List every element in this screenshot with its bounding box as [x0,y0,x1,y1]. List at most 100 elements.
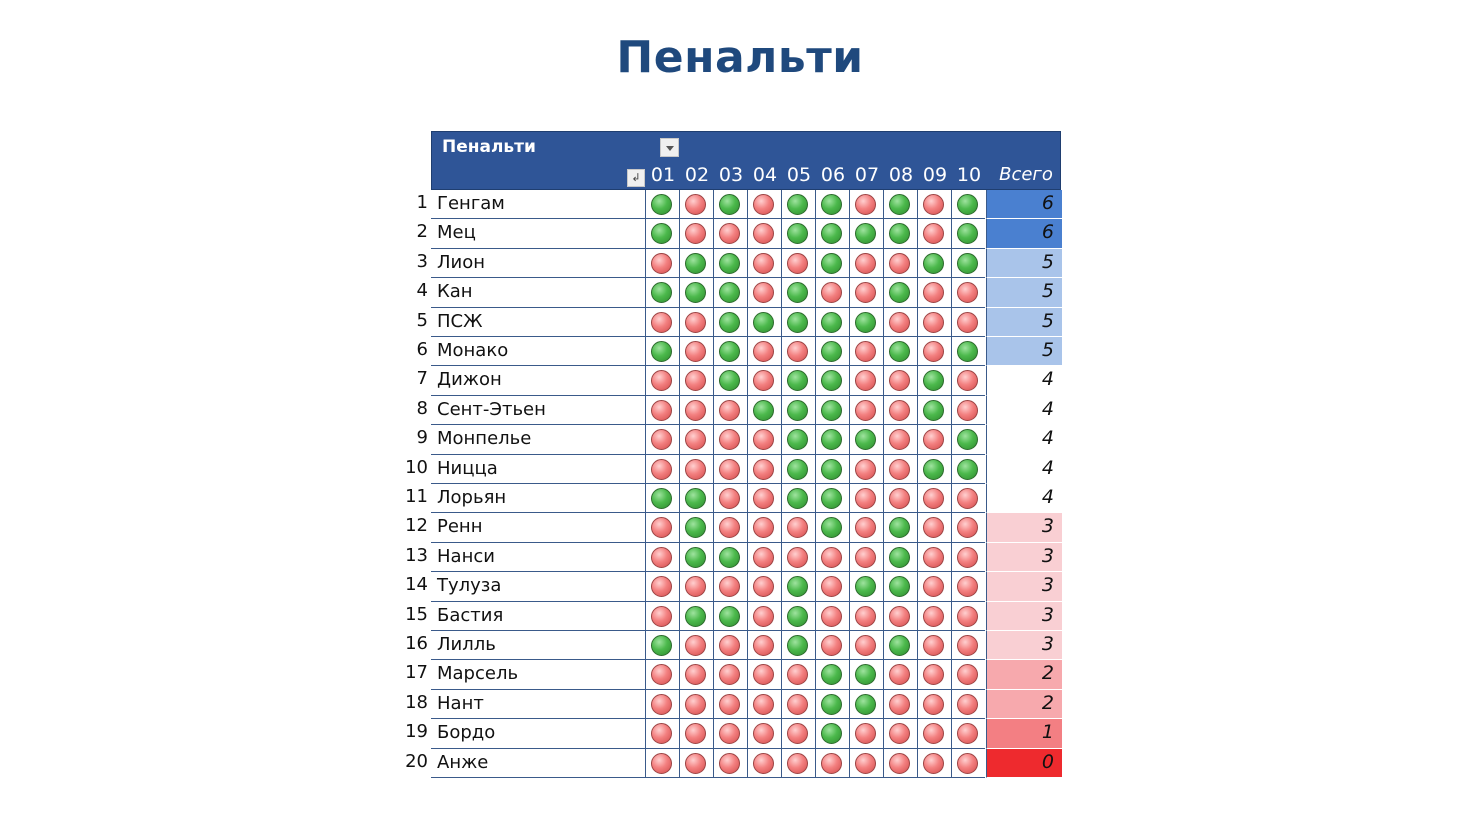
table-row: 20 Анже 0 [400,748,1062,778]
penalty-cell [713,748,747,778]
green-circle-icon [651,194,672,215]
green-circle-icon [719,370,740,392]
green-circle-icon [889,517,910,539]
green-circle-icon [787,194,808,215]
penalty-cell [917,631,951,661]
team-name: ПСЖ [431,308,645,337]
penalty-cell [815,719,849,749]
penalty-cell [951,190,985,220]
total-cell: 3 [986,631,1062,661]
sort-icon[interactable]: ↲ [627,169,645,187]
team-name: Генгам [431,190,645,220]
penalty-cell [917,425,951,455]
red-circle-icon [957,399,978,421]
penalty-cell [917,278,951,308]
penalty-cell [815,513,849,543]
red-circle-icon [753,517,774,539]
red-circle-icon [855,752,876,774]
penalty-cell [713,278,747,308]
penalty-cell [747,190,781,220]
penalty-cell [883,748,917,778]
penalty-cell [951,366,985,396]
penalty-cell [815,337,849,367]
green-circle-icon [821,252,842,274]
penalty-cell [645,601,679,631]
table-row: 18 Нант 2 [400,689,1062,720]
red-circle-icon [753,576,774,598]
penalty-cell [815,425,849,455]
penalty-cell [781,542,815,573]
red-circle-icon [651,752,672,774]
green-circle-icon [821,429,842,451]
team-name: Сент-Этьен [431,396,645,426]
filter-dropdown-icon[interactable] [660,138,679,157]
table-row: 7 Дижон 4 [400,366,1062,396]
penalty-cell [679,748,713,778]
green-circle-icon [821,194,842,215]
penalty-cell [645,248,679,279]
penalty-cell [645,572,679,602]
total-cell: 4 [986,484,1062,514]
red-circle-icon [957,576,978,598]
penalty-cell [951,631,985,661]
penalty-cell [645,307,679,337]
penalty-cell [747,278,781,308]
penalty-cell [645,337,679,367]
green-circle-icon [787,370,808,392]
red-circle-icon [719,488,740,509]
team-name: Ницца [431,455,645,484]
red-circle-icon [685,194,706,215]
penalty-cell [883,454,917,484]
team-name: Лион [431,249,645,279]
penalty-cell [747,337,781,367]
red-circle-icon [753,252,774,274]
red-circle-icon [651,517,672,539]
penalty-cell [747,719,781,749]
red-circle-icon [855,723,876,745]
green-circle-icon [889,341,910,362]
red-circle-icon [957,311,978,333]
column-header-total: Всего [999,164,1053,185]
green-circle-icon [685,488,706,509]
red-circle-icon [821,752,842,774]
penalty-cell [883,484,917,514]
green-circle-icon [821,458,842,480]
table-row: 9 Монпелье 4 [400,425,1062,455]
penalty-cell [781,631,815,661]
row-number: 19 [405,721,428,743]
column-header-06: 06 [820,164,846,186]
column-header-07: 07 [854,164,880,186]
penalty-cell [713,601,747,631]
penalty-cell [679,601,713,631]
penalty-cell [679,542,713,573]
row-number: 12 [405,515,428,537]
red-circle-icon [685,429,706,451]
green-circle-icon [889,546,910,568]
penalty-cell [917,542,951,573]
red-circle-icon [719,399,740,421]
penalty-cell [917,190,951,220]
row-number: 5 [416,309,428,331]
red-circle-icon [821,546,842,568]
penalty-cell [645,395,679,426]
team-name: Нант [431,690,645,720]
green-circle-icon [923,370,944,392]
penalty-cell [747,248,781,279]
row-number: 17 [405,662,428,684]
penalty-cell [781,248,815,279]
penalty-cell [951,484,985,514]
penalty-cell [849,190,883,220]
total-cell: 3 [986,513,1062,543]
team-name: Бастия [431,602,645,631]
penalty-cell [713,660,747,690]
green-circle-icon [787,576,808,598]
green-circle-icon [821,664,842,686]
red-circle-icon [719,752,740,774]
penalty-cell [781,337,815,367]
red-circle-icon [685,399,706,421]
penalty-cell [645,425,679,455]
penalty-cell [679,719,713,749]
penalty-cell [815,660,849,690]
penalty-cell [815,572,849,602]
penalty-cell [917,689,951,720]
